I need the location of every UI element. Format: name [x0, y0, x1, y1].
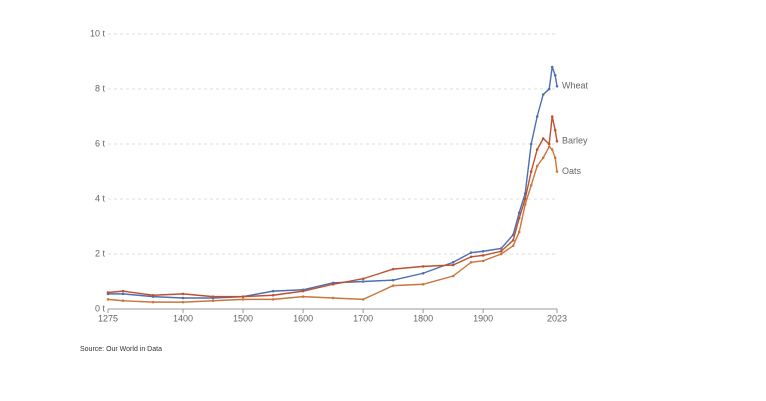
point	[421, 265, 425, 268]
point	[523, 203, 527, 206]
x-tick-label: 1400	[173, 313, 193, 323]
point	[511, 238, 515, 242]
point	[421, 282, 425, 286]
point	[331, 296, 335, 300]
point	[481, 259, 485, 263]
point	[547, 142, 551, 146]
point	[106, 291, 110, 294]
point	[541, 137, 545, 140]
point	[151, 300, 155, 304]
point	[271, 298, 275, 301]
point	[301, 289, 305, 293]
point	[361, 298, 365, 301]
x-tick-label: 1500	[233, 313, 253, 323]
point	[517, 216, 521, 220]
point	[553, 73, 557, 77]
y-tick-label: 0 t	[95, 303, 106, 313]
point	[553, 156, 557, 160]
point	[535, 148, 539, 151]
x-tick-label: 1600	[293, 313, 313, 323]
point	[499, 247, 503, 250]
point	[391, 278, 395, 282]
point	[451, 274, 455, 278]
point	[511, 244, 515, 248]
point	[181, 292, 185, 296]
x-tick-label: 1800	[413, 313, 433, 323]
y-tick-label: 6 t	[95, 138, 106, 148]
point	[151, 293, 155, 297]
point	[469, 255, 473, 259]
point	[451, 260, 455, 264]
point	[541, 93, 545, 96]
point	[550, 115, 554, 118]
point	[523, 197, 527, 201]
point	[547, 145, 551, 149]
x-tick-label: 1700	[353, 313, 373, 323]
point	[301, 295, 305, 298]
point	[181, 296, 185, 300]
point	[421, 271, 425, 275]
point	[469, 260, 473, 264]
point	[391, 284, 395, 287]
point	[181, 300, 185, 304]
y-tick-label: 2 t	[95, 248, 106, 258]
point	[241, 295, 245, 298]
point	[555, 170, 559, 173]
point	[481, 249, 485, 253]
point	[481, 254, 485, 257]
point	[517, 211, 521, 215]
point	[499, 249, 503, 253]
point	[529, 142, 533, 146]
x-tick-label: 1275	[98, 313, 118, 323]
point	[541, 156, 545, 160]
point	[469, 251, 473, 254]
series-label: Oats	[562, 166, 582, 176]
point	[451, 263, 455, 267]
point	[499, 252, 503, 256]
point	[331, 282, 335, 286]
line	[107, 116, 558, 298]
point	[550, 148, 554, 151]
series-label: Barley	[562, 136, 588, 146]
point	[271, 289, 275, 293]
point	[555, 139, 559, 143]
point	[121, 299, 125, 303]
point	[555, 84, 559, 88]
y-tick-label: 4 t	[95, 193, 106, 203]
point	[517, 230, 521, 234]
point	[271, 293, 275, 297]
point	[550, 65, 554, 69]
point	[241, 298, 245, 301]
point	[121, 289, 125, 293]
y-tick-label: 10 t	[90, 28, 106, 38]
point	[361, 277, 365, 281]
x-tick-label: 1900	[473, 313, 493, 323]
point	[529, 183, 533, 187]
source: Source: Our World in Data	[80, 346, 162, 353]
point	[547, 87, 551, 91]
point	[529, 170, 533, 173]
point	[535, 164, 539, 168]
point	[553, 128, 557, 132]
point	[106, 298, 110, 301]
point	[211, 299, 215, 303]
series-label: Wheat	[562, 81, 589, 91]
x-tick-label: 2023	[547, 313, 567, 323]
point	[391, 267, 395, 271]
point	[211, 295, 215, 298]
y-tick-label: 8 t	[95, 83, 106, 93]
point	[535, 115, 539, 118]
point	[361, 280, 365, 283]
point	[121, 292, 125, 296]
line	[108, 66, 558, 299]
line	[107, 145, 558, 303]
